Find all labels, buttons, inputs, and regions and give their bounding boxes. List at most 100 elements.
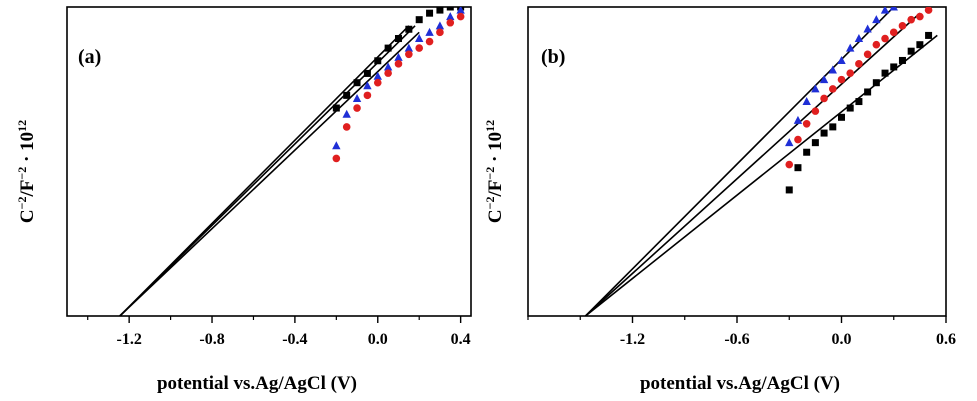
circle-point: [456, 12, 465, 21]
triangle-point: [383, 62, 393, 71]
triangle-point: [332, 141, 341, 150]
square-point: [363, 69, 371, 77]
x-tick-label: -1.2: [116, 331, 141, 348]
square-point: [794, 164, 802, 172]
triangle-point: [828, 65, 837, 74]
x-tick-label: 0.4: [451, 331, 471, 348]
x-tick-label: -0.8: [199, 331, 224, 348]
fit-line: [119, 25, 416, 316]
triangle-point: [819, 75, 829, 84]
circle-point: [811, 107, 820, 115]
circle-point: [898, 22, 907, 30]
square-point: [925, 31, 933, 39]
square-point: [811, 139, 819, 147]
circle-point: [924, 7, 933, 14]
square-point: [890, 63, 898, 71]
triangle-point: [446, 12, 455, 21]
triangle-point: [373, 71, 382, 80]
square-point: [898, 56, 906, 64]
y-axis-label: C−2/F−2 · 1012: [483, 120, 506, 223]
triangle-point: [863, 24, 872, 33]
circle-point: [855, 60, 863, 68]
triangle-point: [456, 7, 465, 14]
x-tick-label: 0.0: [832, 331, 852, 348]
circle-point: [415, 44, 424, 52]
y-axis-label: C−2/F−2 · 1012: [15, 120, 38, 223]
x-tick-label: 0.0: [368, 331, 388, 348]
circle-point: [342, 123, 351, 131]
square-point: [374, 57, 382, 65]
square-point: [446, 7, 454, 11]
circle-point: [384, 69, 392, 77]
triangle-point: [415, 34, 424, 43]
circle-point: [794, 135, 802, 144]
circle-point: [889, 28, 898, 37]
circle-point: [353, 104, 361, 112]
square-point: [838, 113, 845, 121]
square-point: [803, 148, 811, 156]
plot-frame: [527, 6, 947, 317]
triangle-point: [880, 7, 890, 14]
circle-point: [907, 15, 915, 24]
circle-point: [846, 69, 855, 77]
circle-point: [394, 60, 403, 68]
square-point: [415, 16, 423, 24]
triangle-point: [363, 81, 372, 90]
triangle-point: [811, 84, 820, 93]
circle-point: [425, 37, 434, 46]
triangle-point: [435, 21, 445, 30]
triangle-point: [889, 7, 898, 11]
x-axis-label: potential vs.Ag/AgCl (V): [157, 373, 357, 394]
triangle-point: [846, 43, 855, 52]
triangle-point: [854, 34, 864, 43]
x-axis-label: potential vs.Ag/AgCl (V): [640, 373, 840, 394]
panel-label: (b): [541, 46, 565, 68]
circle-point: [332, 154, 341, 163]
triangle-point: [837, 55, 846, 64]
square-point: [405, 25, 413, 33]
square-point: [343, 91, 351, 99]
circle-point: [785, 160, 794, 169]
square-point: [881, 69, 889, 77]
square-point: [426, 9, 434, 17]
triangle-point: [802, 97, 811, 106]
square-point: [864, 88, 872, 96]
panel-label: (a): [78, 46, 101, 68]
triangle-point: [342, 109, 351, 118]
circle-point: [820, 94, 828, 103]
circle-point: [881, 34, 889, 43]
triangle-point: [425, 27, 434, 36]
circle-point: [916, 12, 924, 21]
triangle-point: [404, 43, 414, 52]
circle-point: [373, 78, 382, 87]
x-tick-label: -0.4: [282, 331, 307, 348]
square-point: [384, 44, 392, 52]
circle-point: [828, 85, 837, 93]
triangle-point: [793, 115, 803, 124]
circle-point: [837, 75, 846, 84]
plot-frame: [66, 6, 472, 317]
chart-panel-b: -1.2 -0.6 0.0 0.6 (b) potential vs.Ag/AgCl (V…: [483, 6, 956, 394]
square-point: [846, 104, 854, 112]
triangle-point: [394, 52, 403, 61]
x-tick-label: -0.6: [724, 331, 749, 348]
fit-line: [584, 34, 938, 316]
square-point: [332, 104, 340, 112]
circle-point: [872, 40, 881, 49]
square-point: [785, 186, 793, 194]
square-point: [436, 7, 444, 14]
x-tick-label: -1.2: [620, 331, 645, 348]
square-point: [907, 47, 915, 55]
triangle-point: [352, 93, 362, 102]
square-point: [394, 35, 402, 43]
circle-point: [363, 91, 372, 100]
square-point: [820, 129, 828, 137]
triangle-point: [785, 138, 794, 147]
fit-line: [584, 12, 921, 316]
circle-point: [436, 28, 444, 37]
square-point: [872, 79, 880, 87]
triangle-point: [872, 15, 881, 24]
chart-panel-a: -1.2 -0.8 -0.4 0.0 0.4 (a) potential vs.Ag/AgC…: [15, 6, 472, 394]
circle-point: [446, 18, 455, 27]
